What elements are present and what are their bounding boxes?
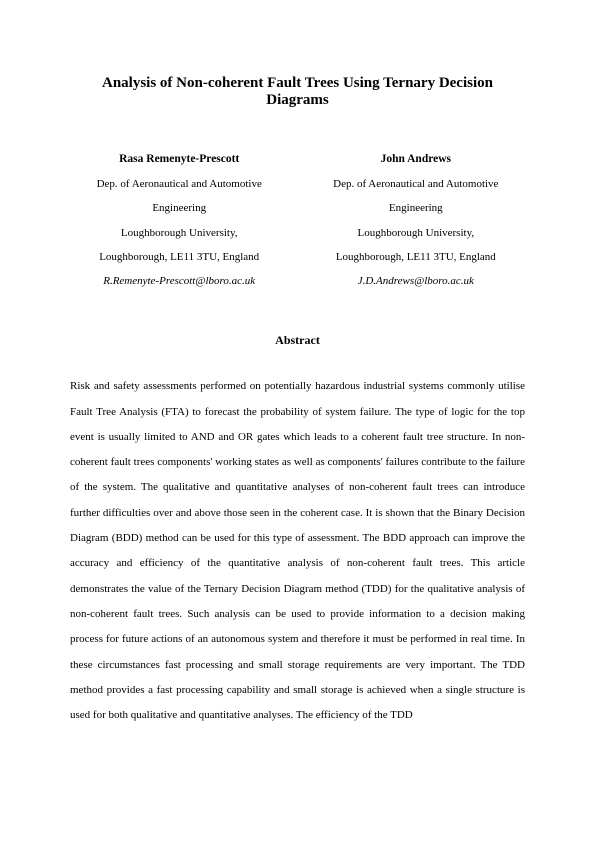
authors-block: Rasa Remenyte-Prescott Dep. of Aeronauti… <box>70 147 525 293</box>
abstract-heading: Abstract <box>70 333 525 348</box>
author-address: Loughborough, LE11 3TU, England <box>70 245 288 269</box>
author-name: John Andrews <box>307 147 525 172</box>
author-university: Loughborough University, <box>307 221 525 245</box>
author-name: Rasa Remenyte-Prescott <box>70 147 288 172</box>
author-university: Loughborough University, <box>70 221 288 245</box>
author-right: John Andrews Dep. of Aeronautical and Au… <box>307 147 525 293</box>
page-container: Analysis of Non-coherent Fault Trees Usi… <box>0 0 595 788</box>
abstract-body: Risk and safety assessments performed on… <box>70 374 525 728</box>
author-dept: Dep. of Aeronautical and Automotive Engi… <box>307 172 525 220</box>
author-address: Loughborough, LE11 3TU, England <box>307 245 525 269</box>
author-dept: Dep. of Aeronautical and Automotive Engi… <box>70 172 288 220</box>
author-left: Rasa Remenyte-Prescott Dep. of Aeronauti… <box>70 147 288 293</box>
author-email: R.Remenyte-Prescott@lboro.ac.uk <box>70 269 288 293</box>
author-email: J.D.Andrews@lboro.ac.uk <box>307 269 525 293</box>
paper-title: Analysis of Non-coherent Fault Trees Usi… <box>70 75 525 109</box>
